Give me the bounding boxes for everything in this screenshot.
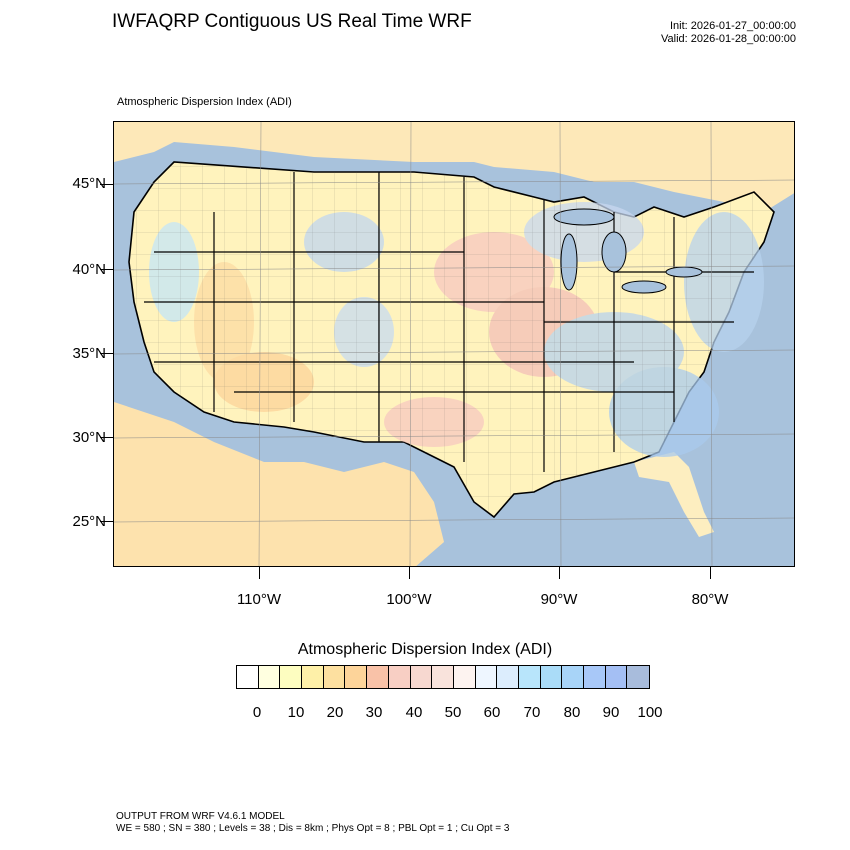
lon-label-110w: 110°W [236,591,282,608]
colorbar-label: 50 [444,704,462,721]
colorbar-title: Atmospheric Dispersion Index (ADI) [297,641,553,658]
lon-tick [409,567,410,579]
lon-tick [710,567,711,579]
colorbar [236,665,651,689]
graticule [114,122,794,566]
colorbar-label: 20 [326,704,344,721]
colorbar-swatch [584,666,606,688]
colorbar-label: 60 [483,704,501,721]
colorbar-label: 100 [637,704,663,721]
lon-label-100w: 100°W [386,591,432,608]
colorbar-swatch [280,666,303,688]
colorbar-swatch [518,666,541,688]
colorbar-swatch [562,666,584,688]
colorbar-swatch [258,666,281,688]
colorbar-label: 0 [252,704,262,721]
colorbar-swatch [388,666,411,688]
colorbar-swatch [302,666,324,688]
lat-label-30n: 30°N [72,429,106,446]
colorbar-label: 10 [287,704,305,721]
colorbar-swatch [432,666,454,688]
colorbar-swatch [627,666,650,688]
mexico-land [114,402,444,566]
colorbar-label: 80 [563,704,581,721]
colorbar-swatch [475,666,498,688]
adi-map [114,122,794,566]
map-title: IWFAQRP Contiguous US Real Time WRF [112,11,472,32]
lat-label-40n: 40°N [72,261,106,278]
great-lakes [553,208,703,294]
footer-config: WE = 580 ; SN = 380 ; Levels = 38 ; Dis … [116,823,510,834]
lon-tick [259,567,260,579]
lat-tick [100,184,113,185]
lat-tick [100,353,113,354]
colorbar-swatch [540,666,563,688]
lon-tick [559,567,560,579]
lat-tick [100,437,113,438]
colorbar-swatch [410,666,433,688]
colorbar-swatch [345,666,368,688]
lon-label-80w: 80°W [691,591,729,608]
lat-tick [100,521,113,522]
footer-model: OUTPUT FROM WRF V4.6.1 MODEL [116,811,285,822]
colorbar-swatch [323,666,346,688]
init-time: Init: 2026-01-27_00:00:00 [670,20,796,32]
canada-land [114,122,794,212]
lat-label-25n: 25°N [72,513,106,530]
lon-label-90w: 90°W [540,591,578,608]
lat-label-35n: 35°N [72,345,106,362]
colorbar-swatch [453,666,476,688]
map-panel [113,121,795,567]
state-boundaries [144,172,754,472]
colorbar-swatch [497,666,519,688]
colorbar-swatch [237,666,259,688]
colorbar-label: 70 [523,704,541,721]
lat-tick [100,269,113,270]
colorbar-label: 90 [602,704,620,721]
colorbar-swatch [605,666,628,688]
lat-label-45n: 45°N [72,175,106,192]
plot-label: Atmospheric Dispersion Index (ADI) [117,96,292,108]
colorbar-label: 30 [365,704,383,721]
colorbar-swatch [367,666,389,688]
colorbar-label: 40 [405,704,423,721]
florida-land [634,452,714,537]
valid-time: Valid: 2026-01-28_00:00:00 [661,33,796,45]
